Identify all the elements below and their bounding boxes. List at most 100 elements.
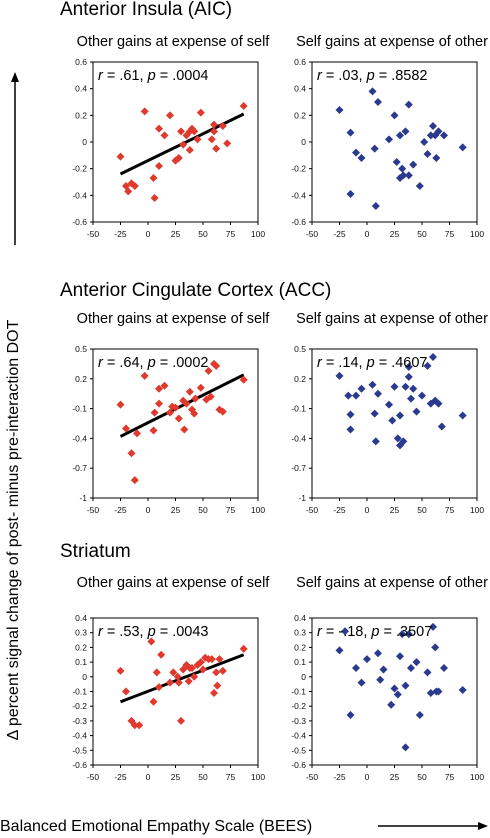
data-point <box>166 111 174 120</box>
data-point <box>130 721 139 730</box>
data-point <box>223 139 232 148</box>
data-point <box>210 688 218 697</box>
y-tick-label: -0.4 <box>291 190 306 200</box>
data-point <box>409 160 418 169</box>
data-point <box>177 716 185 725</box>
data-point <box>396 411 404 420</box>
x-tick-label: 100 <box>470 229 484 239</box>
y-tick-label: -0.4 <box>72 731 87 741</box>
data-point <box>174 154 183 162</box>
y-tick-label: 0.3 <box>294 628 306 638</box>
data-point <box>174 678 183 687</box>
data-point <box>368 380 377 389</box>
data-point <box>409 384 418 393</box>
data-point <box>116 400 125 409</box>
data-point <box>407 394 415 403</box>
data-point <box>122 424 130 433</box>
y-tick-label: -0.2 <box>291 701 306 711</box>
data-point <box>155 162 163 170</box>
y-tick-label: 0.1 <box>294 657 306 667</box>
x-tick-label: -50 <box>306 772 319 782</box>
y-tick-label: 0.6 <box>75 57 87 67</box>
section-title-striatum: Striatum <box>60 541 131 562</box>
panel-striatum-left: 0.4 0.3 0.2 0.1 0 -0.1 -0.2 -0.3 -0.4 -0.5 -0.6-50… <box>72 613 265 782</box>
panel-striatum-right: 0.4 0.3 0.2 0.1 0 -0.1 -0.2 -0.3 -0.4 -0.5 -0.6-50… <box>291 613 484 782</box>
data-point <box>135 721 144 730</box>
panel-aic-left: 0.6 0.4 0.2 0 -0.2 -0.4 -0.6-50 -25 0 25 50 75 100 r … <box>72 57 265 239</box>
y-tick-label: 0.3 <box>75 628 87 638</box>
plot-frame <box>92 61 259 223</box>
x-tick-label: 75 <box>445 229 455 239</box>
data-point <box>401 382 410 391</box>
data-point <box>352 663 360 672</box>
data-point <box>182 399 191 408</box>
x-tick-label: 100 <box>470 772 484 782</box>
y-tick-label: 0.2 <box>75 374 87 384</box>
y-tick-label: -0.4 <box>72 433 87 443</box>
data-point <box>344 391 353 400</box>
section-title-acc: Anterior Cingulate Cortex (ACC) <box>60 280 331 301</box>
data-point <box>357 384 366 393</box>
y-tick-label: -0.7 <box>72 463 87 473</box>
data-point <box>458 143 467 152</box>
data-point <box>393 690 402 699</box>
data-point <box>215 655 224 664</box>
data-point <box>415 711 424 720</box>
x-tick-label: 0 <box>146 229 151 239</box>
data-point <box>437 422 446 431</box>
data-point <box>346 410 355 419</box>
x-tick-label: 0 <box>365 229 370 239</box>
x-tick-label: 0 <box>146 772 151 782</box>
x-tick-label: 75 <box>445 505 455 515</box>
stat-annotation: r = .64, p = .0002 <box>98 355 208 371</box>
data-point <box>370 409 379 418</box>
fit-line <box>119 373 245 438</box>
y-tick-label: 0.2 <box>75 642 87 652</box>
data-point <box>196 108 205 117</box>
data-point <box>415 182 424 190</box>
x-tick-label: -25 <box>114 505 127 515</box>
data-point <box>431 643 440 652</box>
data-point <box>127 449 136 458</box>
data-point <box>458 686 467 695</box>
data-point <box>212 361 221 370</box>
data-point <box>404 171 413 180</box>
data-point <box>434 687 443 696</box>
data-point <box>130 476 139 485</box>
subtitle-acc-right: Self gains at expense of other <box>296 311 488 327</box>
y-tick-label: 0.4 <box>75 613 87 623</box>
data-point <box>149 697 158 706</box>
data-point <box>371 437 380 446</box>
x-tick-label: -25 <box>333 505 346 515</box>
y-tick-label: -0.2 <box>72 701 87 711</box>
data-point <box>423 150 432 158</box>
y-tick-label: 0.2 <box>294 110 306 120</box>
data-point <box>157 650 166 659</box>
x-tick-label: 25 <box>390 505 400 515</box>
y-tick-label: 0.4 <box>294 613 306 623</box>
data-point <box>116 152 125 161</box>
stat-annotation: r = .61, p = .0004 <box>98 68 208 84</box>
data-point <box>204 366 213 375</box>
data-point <box>399 437 408 446</box>
x-tick-label: -25 <box>114 772 127 782</box>
x-tick-label: 75 <box>226 229 236 239</box>
data-point <box>379 665 388 674</box>
x-tick-label: 25 <box>171 772 181 782</box>
data-point <box>212 144 221 153</box>
data-point <box>432 154 441 162</box>
data-point <box>387 700 396 709</box>
data-point <box>404 630 413 639</box>
data-point <box>346 190 355 198</box>
data-point <box>346 711 355 720</box>
data-point <box>185 127 194 136</box>
data-point <box>412 658 421 667</box>
data-point <box>199 665 207 674</box>
data-point <box>174 414 183 423</box>
data-point <box>166 678 174 687</box>
data-point <box>399 171 408 180</box>
data-point <box>191 394 200 403</box>
data-point <box>124 187 133 196</box>
data-point <box>404 372 413 381</box>
